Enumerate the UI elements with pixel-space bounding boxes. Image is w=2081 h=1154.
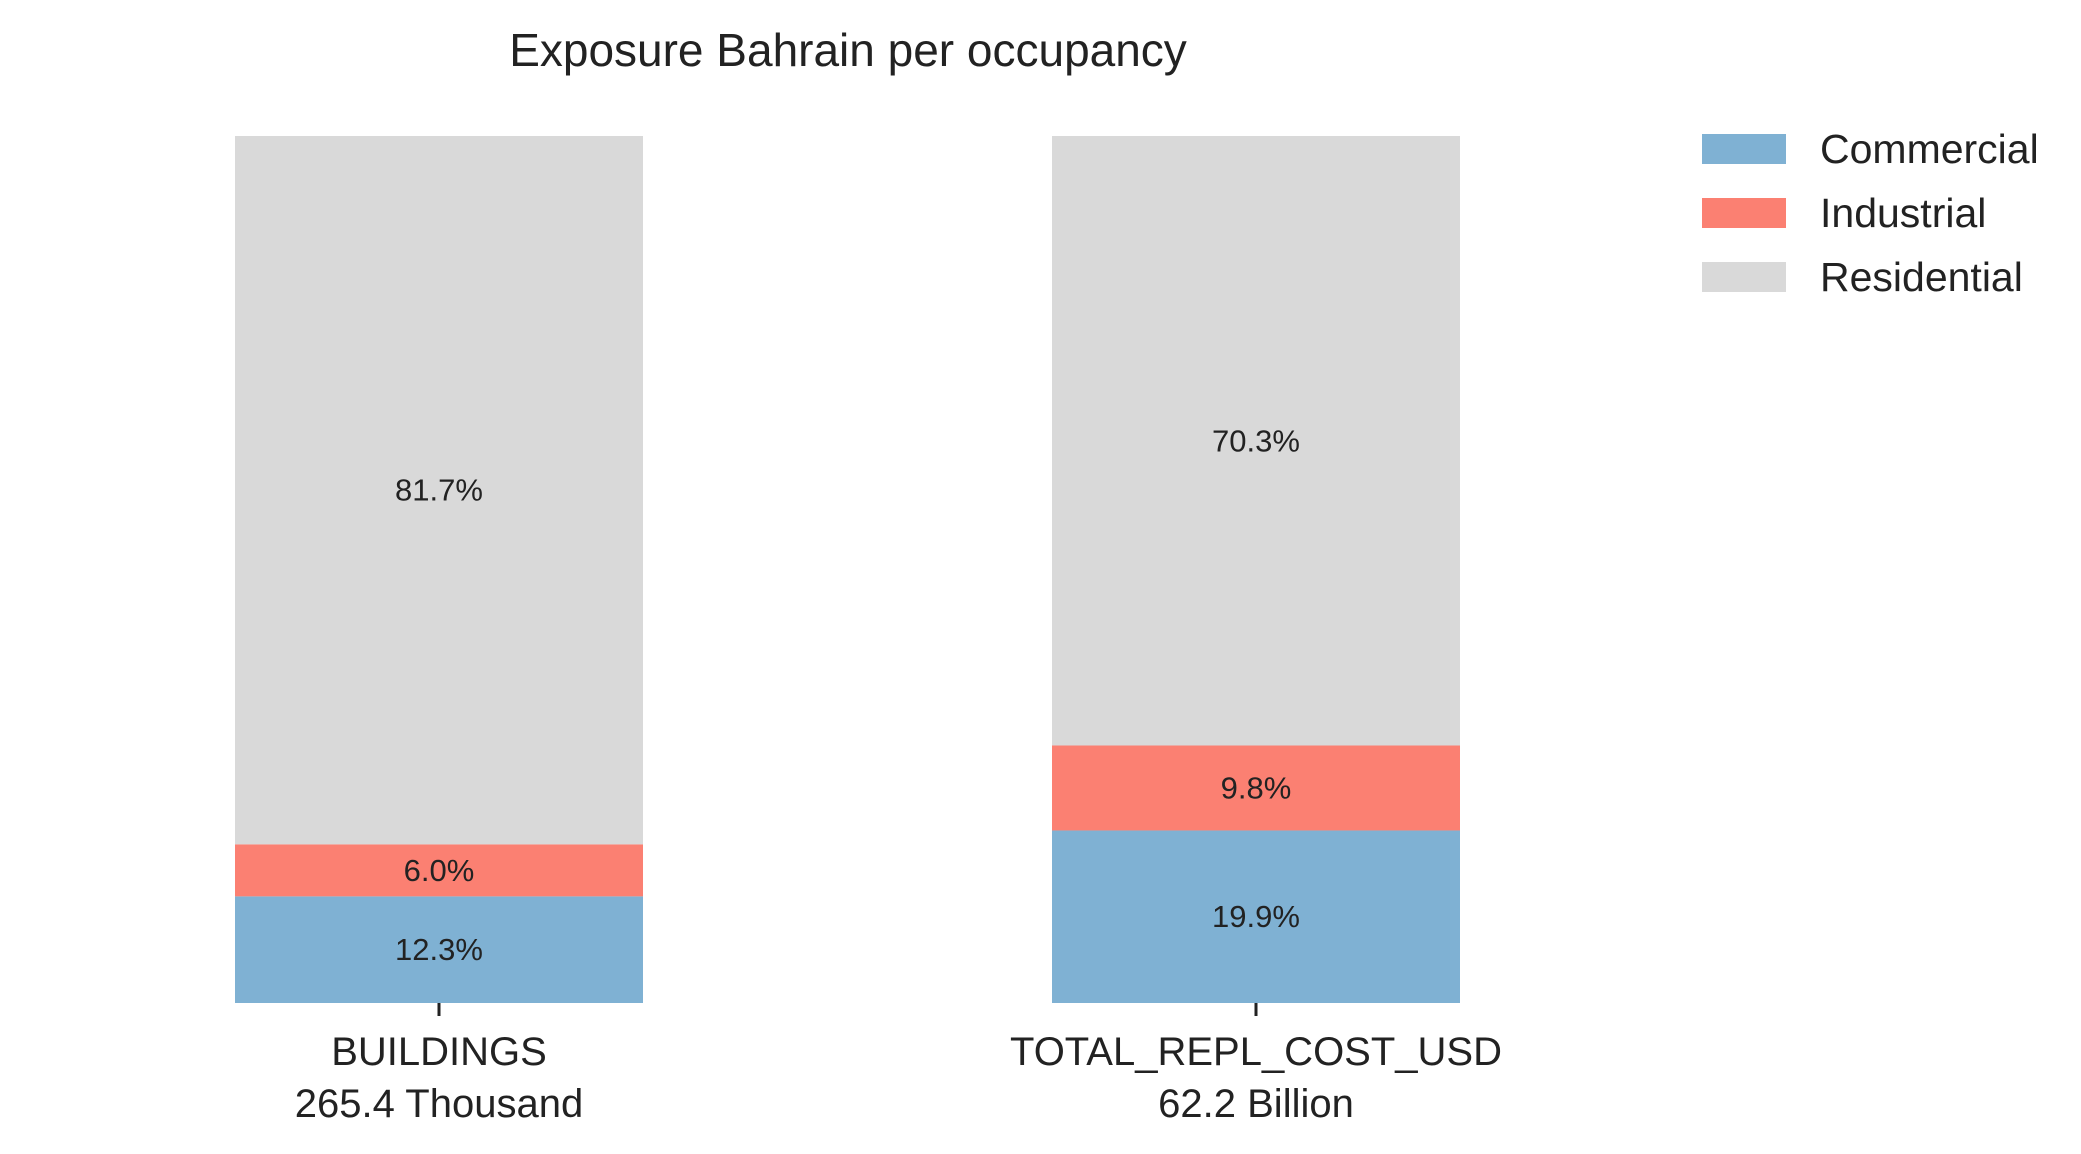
bar-segment-residential-buildings: [235, 136, 643, 845]
x-tick-label-total-repl-cost-usd: TOTAL_REPL_COST_USD: [1010, 1030, 1502, 1074]
bar-segment-residential-total-repl-cost-usd: [1052, 136, 1460, 746]
bar-segment-industrial-buildings: [235, 844, 643, 897]
data-label-industrial-total-repl-cost-usd: 9.8%: [1221, 770, 1292, 805]
data-label-residential-total-repl-cost-usd: 70.3%: [1212, 423, 1300, 458]
legend-swatch-residential: [1702, 262, 1786, 292]
bar-segment-commercial-buildings: [235, 896, 643, 1003]
data-label-commercial-total-repl-cost-usd: 19.9%: [1212, 899, 1300, 934]
bar-segment-industrial-total-repl-cost-usd: [1052, 745, 1460, 831]
data-label-industrial-buildings: 6.0%: [404, 853, 475, 888]
legend-label-commercial: Commercial: [1820, 126, 2039, 172]
legend-swatch-commercial: [1702, 134, 1786, 164]
x-axis: BUILDINGS 265.4 Thousand TOTAL_REPL_COST_U…: [295, 1003, 1502, 1126]
bars-layer: 12.3% 6.0% 81.7% 19.9% 9.8% 70.3%: [235, 136, 1460, 1003]
data-label-commercial-buildings: 12.3%: [395, 932, 483, 967]
legend-label-industrial: Industrial: [1820, 190, 1986, 236]
bar-segment-commercial-total-repl-cost-usd: [1052, 830, 1460, 1003]
data-label-residential-buildings: 81.7%: [395, 473, 483, 508]
legend: Commercial Industrial Residential: [1702, 126, 2039, 300]
chart-title: Exposure Bahrain per occupancy: [509, 24, 1187, 76]
legend-label-residential: Residential: [1820, 254, 2023, 300]
x-tick-total-buildings: 265.4 Thousand: [295, 1082, 583, 1126]
legend-swatch-industrial: [1702, 198, 1786, 228]
x-tick-label-buildings: BUILDINGS: [331, 1030, 547, 1074]
x-tick-total-total-repl-cost-usd: 62.2 Billion: [1158, 1082, 1354, 1126]
